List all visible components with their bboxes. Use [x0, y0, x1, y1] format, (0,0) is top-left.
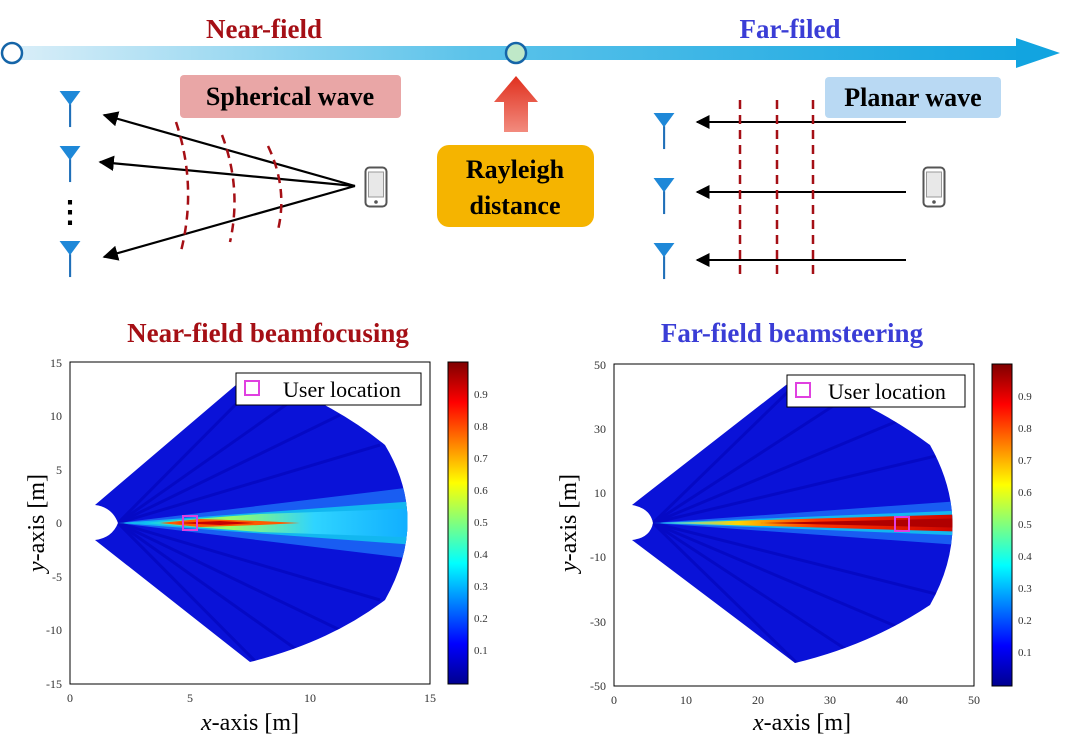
y-tick: -10: [590, 550, 606, 564]
y-tick: -10: [46, 623, 62, 637]
rayleigh-line-1: Rayleigh: [466, 155, 565, 184]
near-field-schematic: Spherical wave ⋮: [55, 75, 401, 278]
colorbar-tick: 0.7: [474, 453, 488, 465]
far-plot-title: Far-field beamsteering: [661, 318, 924, 348]
near-colorbar: [447, 361, 469, 685]
planar-wave-box: [825, 77, 1001, 118]
colorbar-tick: 0.7: [1018, 455, 1032, 467]
rayleigh-up-arrow: [494, 76, 538, 132]
far-x-axis-label: x-axis [m]: [752, 710, 851, 736]
colorbar-tick: 0.4: [474, 549, 488, 561]
colorbar-tick: 0.5: [1018, 519, 1032, 531]
colorbar-tick: 0.6: [474, 485, 488, 497]
near-plot-title: Near-field beamfocusing: [127, 318, 409, 348]
x-tick: 0: [67, 691, 73, 705]
antenna-icon: [653, 242, 675, 280]
colorbar-tick: 0.9: [474, 389, 488, 401]
legend-box: [235, 372, 422, 406]
rayleigh-box-bg: [437, 145, 594, 227]
phone-icon: [922, 166, 946, 208]
spherical-wavefront: [220, 134, 236, 243]
y-tick: 50: [594, 358, 606, 372]
x-tick: 0: [611, 693, 617, 707]
near-y-axis-label: y-axis [m]: [24, 474, 50, 574]
far-y-ticks: 50 30 10 -10 -30 -50: [590, 358, 606, 693]
near-field-label: Near-field: [206, 14, 322, 44]
antenna-icon: [59, 145, 81, 183]
spherical-wavefront: [266, 145, 283, 231]
far-field-label: Far-filed: [740, 14, 841, 44]
rayleigh-line-2: distance: [470, 191, 561, 220]
timeline: Near-field Far-filed: [0, 14, 1060, 132]
far-field-schematic: Planar wave: [653, 77, 1001, 280]
far-colorbar: [991, 363, 1013, 687]
y-tick: 10: [50, 409, 62, 423]
colorbar-tick: 0.5: [474, 517, 488, 529]
spherical-wave-box: [180, 75, 401, 118]
legend-label: User location: [828, 379, 946, 404]
y-tick: -5: [52, 570, 62, 584]
user-marker: [182, 515, 198, 531]
x-tick: 5: [187, 691, 193, 705]
antenna-icon: [59, 240, 81, 278]
rayleigh-node: [504, 41, 528, 65]
near-field-plot: Near-field beamfocusing User location 15…: [24, 318, 488, 736]
colorbar-tick: 0.3: [1018, 583, 1032, 595]
far-colorbar-ticks: 0.9 0.8 0.7 0.6 0.5 0.4 0.3 0.2 0.1: [1018, 391, 1032, 659]
colorbar-tick: 0.2: [474, 613, 488, 625]
x-tick: 10: [304, 691, 316, 705]
spherical-ray: [102, 111, 356, 188]
colorbar-tick: 0.8: [1018, 423, 1032, 435]
phone-icon: [364, 166, 388, 208]
x-tick: 20: [752, 693, 764, 707]
colorbar-tick: 0.3: [474, 581, 488, 593]
antenna-ellipsis: ⋮: [55, 196, 85, 229]
y-tick: 5: [56, 463, 62, 477]
timeline-arrowhead: [1016, 38, 1060, 68]
antenna-icon: [59, 90, 81, 128]
near-colorbar-ticks: 0.9 0.8 0.7 0.6 0.5 0.4 0.3 0.2 0.1: [474, 389, 488, 657]
spherical-wavefront: [174, 121, 190, 256]
antenna-icon: [653, 112, 675, 150]
colorbar-tick: 0.6: [1018, 487, 1032, 499]
x-tick: 30: [824, 693, 836, 707]
y-tick: -30: [590, 615, 606, 629]
legend-marker: [244, 380, 260, 396]
y-tick: 15: [50, 356, 62, 370]
far-field-plot: Far-field beamsteering User location 50 …: [556, 318, 1032, 736]
colorbar-tick: 0.1: [1018, 647, 1032, 659]
timeline-start-node: [0, 41, 24, 65]
far-x-ticks: 0 10 20 30 40 50: [611, 693, 980, 707]
x-tick: 10: [680, 693, 692, 707]
legend-label: User location: [283, 377, 401, 402]
colorbar-tick: 0.9: [1018, 391, 1032, 403]
y-tick: 10: [594, 486, 606, 500]
antenna-icon: [653, 177, 675, 215]
y-tick: 0: [56, 516, 62, 530]
colorbar-tick: 0.4: [1018, 551, 1032, 563]
user-marker: [894, 516, 910, 532]
colorbar-tick: 0.2: [1018, 615, 1032, 627]
near-x-ticks: 0 5 10 15: [67, 691, 436, 705]
x-tick: 40: [896, 693, 908, 707]
y-tick: -50: [590, 679, 606, 693]
y-tick: 30: [594, 422, 606, 436]
colorbar-tick: 0.1: [474, 645, 488, 657]
near-x-axis-label: x-axis [m]: [200, 710, 299, 736]
spherical-ray: [102, 184, 356, 261]
legend-marker: [795, 382, 811, 398]
spherical-wave-label: Spherical wave: [206, 82, 374, 111]
planar-wave-label: Planar wave: [844, 83, 981, 112]
near-y-ticks: 15 10 5 0 -5 -10 -15: [46, 356, 62, 691]
spherical-ray: [98, 155, 356, 188]
y-tick: -15: [46, 677, 62, 691]
far-y-axis-label: y-axis [m]: [556, 474, 582, 574]
colorbar-tick: 0.8: [474, 421, 488, 433]
legend-box: [786, 374, 966, 408]
rayleigh-box: Rayleigh distance: [437, 145, 594, 227]
x-tick: 50: [968, 693, 980, 707]
x-tick: 15: [424, 691, 436, 705]
